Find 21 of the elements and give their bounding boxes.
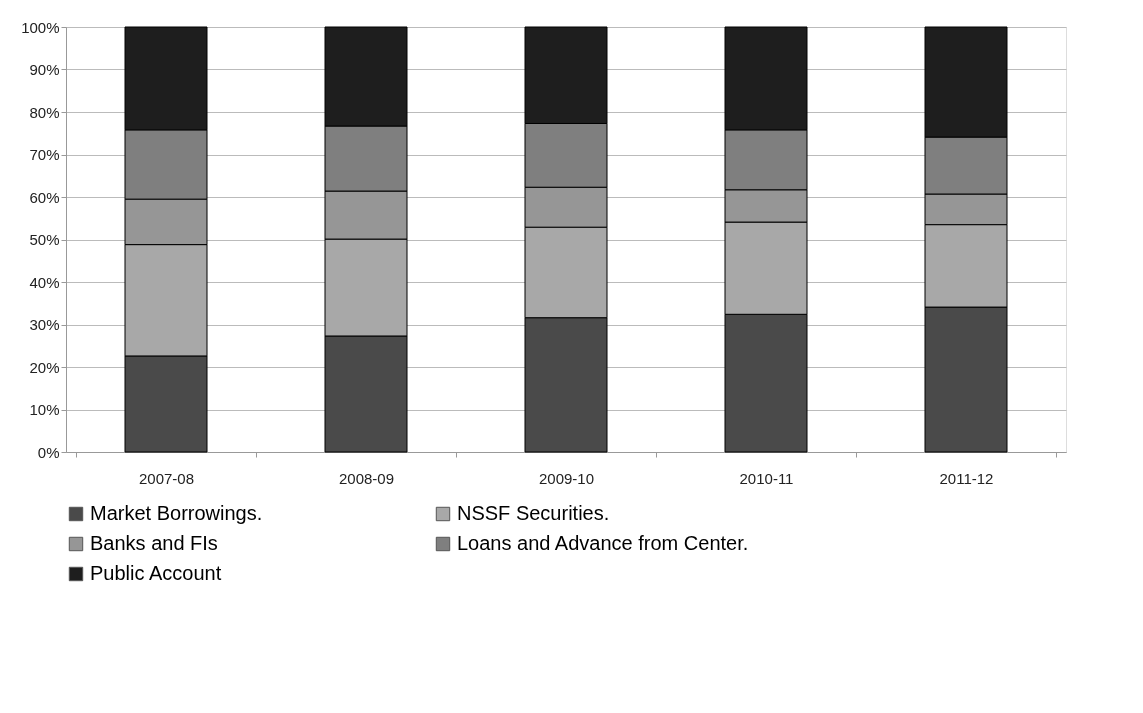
x-tick-label: 2011-12: [939, 469, 994, 487]
legend-label: Loans and Advance from Center.: [457, 532, 749, 554]
y-tick-label: 10%: [29, 401, 60, 418]
x-tick-label: 2009-10: [538, 469, 595, 487]
y-tick-label: 20%: [29, 358, 60, 376]
x-tick-label: 2010-11: [739, 469, 794, 487]
legend-label: Banks and FIs: [90, 532, 218, 554]
legend-label: NSSF Securities.: [457, 502, 610, 524]
y-tick-label: 40%: [29, 273, 60, 291]
x-tick-label: 2007-08: [138, 469, 195, 487]
x-tick-label: 2008-09: [338, 469, 395, 487]
y-tick-label: 90%: [29, 61, 60, 78]
legend-label: Market Borrowings.: [90, 502, 263, 524]
y-tick-label: 70%: [29, 146, 60, 163]
y-tick-label: 80%: [29, 103, 60, 121]
y-tick-label: 100%: [21, 18, 60, 36]
y-tick-label: 60%: [29, 188, 60, 206]
y-tick-label: 30%: [29, 316, 60, 333]
y-tick-label: 0%: [37, 443, 60, 461]
legend-label: Public Account: [90, 562, 222, 584]
y-tick-label: 50%: [29, 231, 60, 248]
